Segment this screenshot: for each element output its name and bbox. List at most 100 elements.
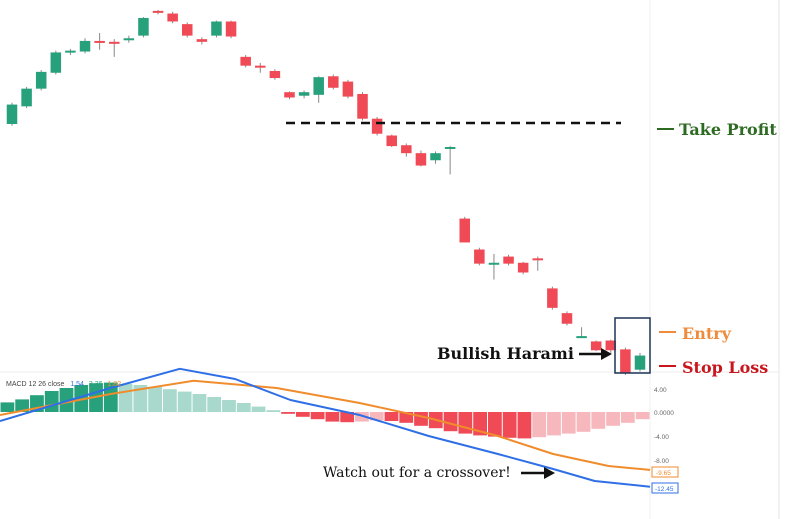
- candle: [503, 254, 514, 266]
- macd-header-macd-value: 1.54: [70, 381, 84, 388]
- macd-histogram-bar: [399, 412, 414, 423]
- macd-histogram-bar: [251, 406, 266, 412]
- macd-histogram-bar: [620, 412, 635, 423]
- candle-body: [240, 56, 251, 66]
- candle: [181, 22, 193, 38]
- candle: [152, 10, 164, 15]
- harami-highlight-box: [614, 317, 651, 374]
- candle-body: [634, 355, 646, 370]
- candle-body: [401, 145, 412, 154]
- candle-body: [444, 146, 456, 149]
- candle: [225, 20, 237, 39]
- take-profit-label: Take Profit: [679, 120, 777, 139]
- candle-body: [415, 153, 427, 166]
- macd-histogram-bar: [502, 412, 517, 438]
- macd-axis-tick: -4.00: [654, 434, 669, 441]
- macd-histogram-bar: [443, 412, 458, 432]
- candle: [401, 143, 412, 157]
- candle-body: [108, 41, 120, 44]
- macd-histogram-bar: [15, 399, 30, 412]
- candle: [444, 146, 456, 175]
- candle-body: [503, 256, 514, 264]
- bullish-harami-label: Bullish Harami: [437, 344, 574, 363]
- candle: [576, 327, 587, 339]
- candle-body: [255, 65, 266, 68]
- signal-last-value-tag: -9.65: [651, 466, 679, 478]
- candle-body: [94, 40, 105, 43]
- macd-histogram-bar: [591, 412, 606, 429]
- candle: [21, 86, 32, 109]
- candle-body: [298, 92, 310, 96]
- candle-body: [152, 10, 164, 13]
- macd-histogram-bar: [207, 397, 222, 412]
- signal-last-value: -9.65: [656, 470, 671, 477]
- candle-body: [342, 81, 354, 97]
- candle-body: [211, 21, 222, 36]
- candle: [634, 352, 646, 372]
- macd-histogram-bar: [74, 385, 89, 412]
- harami-arrow: [579, 348, 612, 360]
- candle-body: [79, 40, 91, 52]
- candle-body: [357, 93, 368, 119]
- candle-body: [328, 76, 339, 88]
- candle: [298, 90, 310, 99]
- macd-histogram-bar: [177, 391, 192, 412]
- macd-axis-tick: -8.00: [654, 458, 669, 465]
- macd-histogram-bar: [606, 412, 620, 426]
- macd-histogram-bar: [325, 412, 340, 422]
- macd-last-value: -12.45: [655, 486, 674, 493]
- candle: [415, 150, 427, 167]
- candle: [547, 286, 558, 310]
- candle-body: [65, 50, 76, 53]
- macd-histogram-bar: [310, 412, 325, 420]
- macd-histogram-bar: [0, 402, 15, 412]
- candle-body: [576, 336, 587, 339]
- macd-histogram-bar: [384, 412, 399, 421]
- macd-histogram-bar: [340, 412, 355, 423]
- candle: [342, 79, 354, 99]
- macd-histogram-bar: [222, 400, 236, 412]
- candle-body: [590, 341, 602, 351]
- macd-histogram-bar: [192, 394, 207, 412]
- macd-histogram-bar: [547, 412, 561, 436]
- stop-loss-label: Stop Loss: [682, 358, 768, 377]
- macd-last-value-tag: -12.45: [651, 482, 679, 494]
- candle-body: [284, 92, 295, 98]
- candle: [94, 32, 105, 50]
- macd-histogram-bar: [295, 412, 310, 417]
- candle: [284, 91, 295, 100]
- candle-body: [430, 153, 441, 161]
- candle: [313, 76, 324, 103]
- candle: [123, 35, 135, 43]
- macd-histogram-bar: [414, 412, 428, 426]
- macd-header-signal-value: 3.36: [89, 381, 103, 388]
- macd-axis-tick: 0.0000: [654, 410, 674, 417]
- macd-histogram-bar: [517, 412, 532, 439]
- crossover-arrow: [521, 467, 555, 479]
- candle: [108, 39, 120, 57]
- candle-body: [547, 288, 558, 308]
- macd-histogram-bar: [44, 391, 59, 412]
- candle: [328, 74, 339, 90]
- candle: [269, 69, 281, 80]
- candle-body: [123, 38, 135, 41]
- candle-body: [474, 249, 485, 264]
- candle-body: [50, 52, 62, 73]
- macd-histogram-bar: [369, 412, 384, 421]
- candle: [561, 311, 573, 326]
- macd-histogram-bar: [532, 412, 547, 438]
- candle: [371, 116, 383, 136]
- candle-body: [386, 135, 397, 147]
- candle-body: [269, 70, 281, 79]
- candle: [620, 347, 631, 375]
- candle-body: [21, 88, 32, 107]
- macd-histogram-bar: [488, 412, 502, 437]
- macd-histogram-bar: [148, 386, 162, 412]
- macd-histogram-bar: [355, 412, 369, 422]
- candle-body: [196, 39, 208, 42]
- candle: [430, 151, 441, 164]
- candle-body: [561, 313, 573, 324]
- candle-body: [605, 340, 617, 351]
- candle: [590, 340, 602, 352]
